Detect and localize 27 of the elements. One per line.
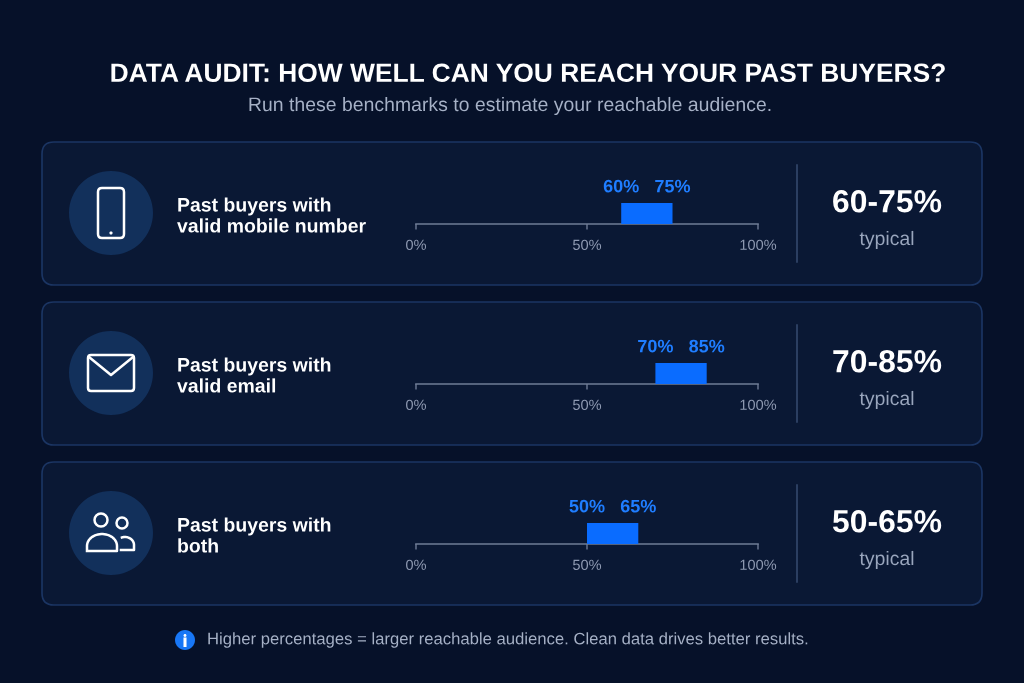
y-tick-label: Past buyers with valid mobile number xyxy=(177,197,366,233)
y-tick-label: Past buyers with both xyxy=(178,517,331,553)
x-tick-label: 50% xyxy=(572,239,602,250)
annotation: 85% xyxy=(689,339,725,353)
annotation: 75% xyxy=(655,179,691,193)
annotation: 50% xyxy=(569,499,605,513)
x-tick-label: 50% xyxy=(572,559,602,570)
annotation: 70% xyxy=(638,339,673,353)
x-tick-label: 100% xyxy=(740,399,777,410)
chart-title: DATA AUDIT: HOW WELL CAN YOU REACH YOUR PAST BUYERS? xyxy=(111,63,945,83)
x-tick-label: 50% xyxy=(572,399,602,410)
chart-subtitle: Run these benchmarks to estimate your reachable audience. xyxy=(249,96,771,116)
x-tick-label: 100% xyxy=(740,559,777,570)
text: Higher percentages = larger reachable audience. Clean data drives better results. xyxy=(208,632,808,648)
annotation: 60% xyxy=(603,179,639,193)
text: 70-85% xyxy=(833,349,942,373)
y-tick-label: Past buyers with valid email xyxy=(177,357,331,393)
text: typical xyxy=(859,230,914,250)
annotation: 65% xyxy=(620,499,656,513)
text: 60-75% xyxy=(833,189,942,213)
text: typical xyxy=(859,390,914,410)
text: 50-65% xyxy=(832,509,942,533)
x-tick-label: 0% xyxy=(406,399,427,410)
x-tick-label: 0% xyxy=(406,239,427,250)
x-tick-label: 100% xyxy=(740,239,777,250)
text: typical xyxy=(859,550,914,570)
x-tick-label: 0% xyxy=(406,559,427,570)
